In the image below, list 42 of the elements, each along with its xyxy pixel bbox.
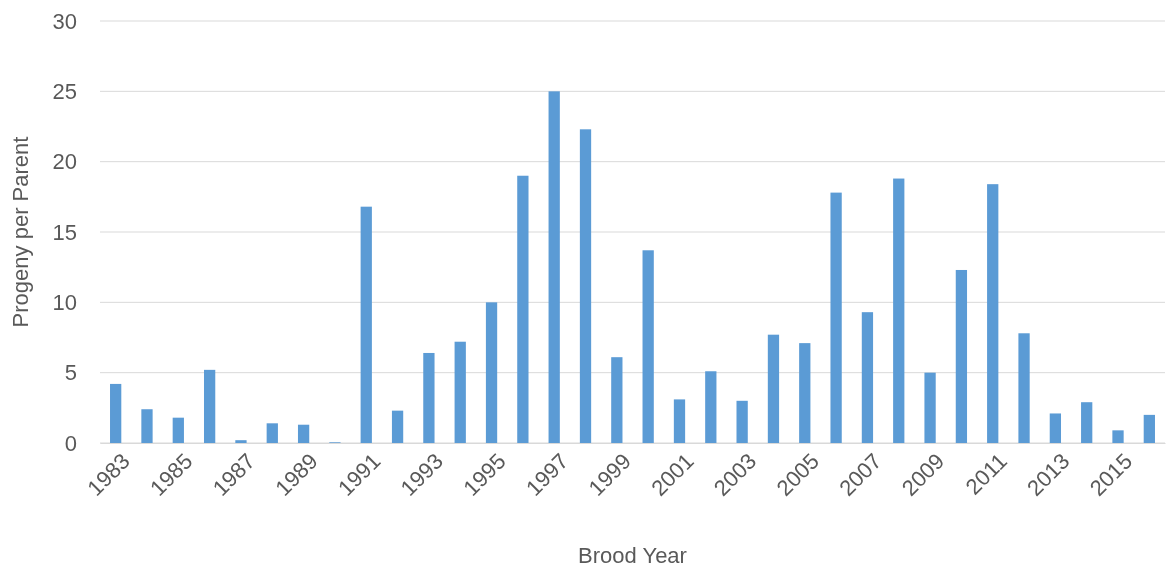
- bar: [110, 383, 122, 443]
- bar: [235, 440, 247, 443]
- bar: [579, 129, 592, 443]
- bar: [799, 343, 811, 443]
- x-axis-title: Brood Year: [578, 543, 687, 568]
- bar: [705, 371, 717, 443]
- bar: [360, 206, 372, 443]
- bar: [611, 357, 623, 443]
- bar: [987, 184, 999, 443]
- bar: [517, 175, 529, 443]
- y-tick-label: 5: [64, 360, 77, 386]
- y-tick-label: 20: [52, 149, 77, 175]
- bar: [454, 341, 466, 443]
- y-tick-label: 15: [52, 219, 77, 245]
- bar: [172, 417, 184, 443]
- bar: [1143, 414, 1155, 443]
- bar: [203, 369, 216, 443]
- bar: [391, 410, 404, 443]
- bar: [955, 269, 968, 443]
- y-tick-label: 25: [52, 78, 77, 104]
- bar: [1018, 333, 1030, 443]
- bar: [673, 399, 686, 443]
- bar: [485, 302, 498, 443]
- bar: [830, 192, 842, 443]
- bar: [642, 250, 654, 443]
- bar: [297, 424, 310, 443]
- y-tick-label: 10: [52, 289, 77, 315]
- bar: [1112, 430, 1124, 443]
- bar: [266, 423, 278, 443]
- bar: [141, 409, 153, 443]
- y-tick-label: 30: [52, 8, 77, 34]
- bar: [767, 334, 780, 443]
- bar: [924, 372, 936, 443]
- bar: [861, 312, 874, 443]
- bar: [736, 400, 748, 443]
- bar: [1049, 413, 1062, 443]
- y-tick-label: 0: [64, 430, 77, 456]
- bar: [423, 352, 435, 443]
- y-axis-title: Progeny per Parent: [8, 136, 33, 328]
- bar: [548, 91, 560, 443]
- bar: [893, 178, 905, 443]
- bar: [1081, 402, 1093, 443]
